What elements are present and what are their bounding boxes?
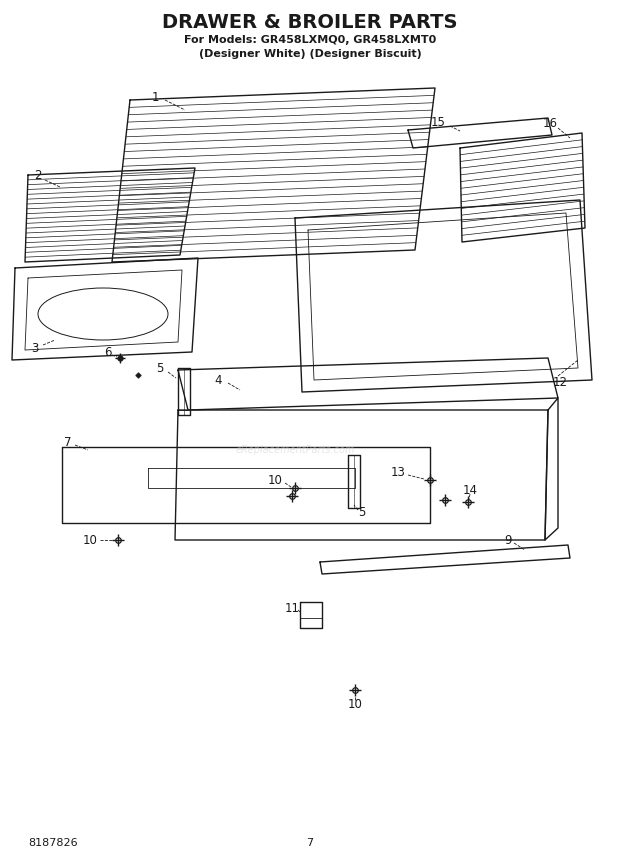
Text: 11: 11 [285,602,299,615]
Text: 9: 9 [504,533,511,546]
Text: (Designer White) (Designer Biscuit): (Designer White) (Designer Biscuit) [198,49,422,59]
Text: 10: 10 [268,473,283,486]
Text: 8187826: 8187826 [28,838,78,848]
Text: DRAWER & BROILER PARTS: DRAWER & BROILER PARTS [162,13,458,32]
Text: 5: 5 [156,361,164,375]
Text: 10: 10 [82,533,97,546]
Text: 6: 6 [104,346,112,359]
Text: 16: 16 [542,116,557,129]
Text: 10: 10 [348,698,363,711]
Text: 14: 14 [463,484,477,496]
Text: 4: 4 [215,373,222,387]
Text: 12: 12 [552,376,567,389]
Text: 1: 1 [151,91,159,104]
Text: For Models: GR458LXMQ0, GR458LXMT0: For Models: GR458LXMQ0, GR458LXMT0 [184,35,436,45]
Text: 3: 3 [32,342,38,354]
Text: 15: 15 [430,116,445,128]
Text: 5: 5 [358,506,366,519]
Text: 13: 13 [391,466,405,479]
Text: 7: 7 [306,838,314,848]
Text: 2: 2 [34,169,42,181]
Text: 7: 7 [64,436,72,449]
Text: eReplacementParts.com: eReplacementParts.com [235,445,355,455]
